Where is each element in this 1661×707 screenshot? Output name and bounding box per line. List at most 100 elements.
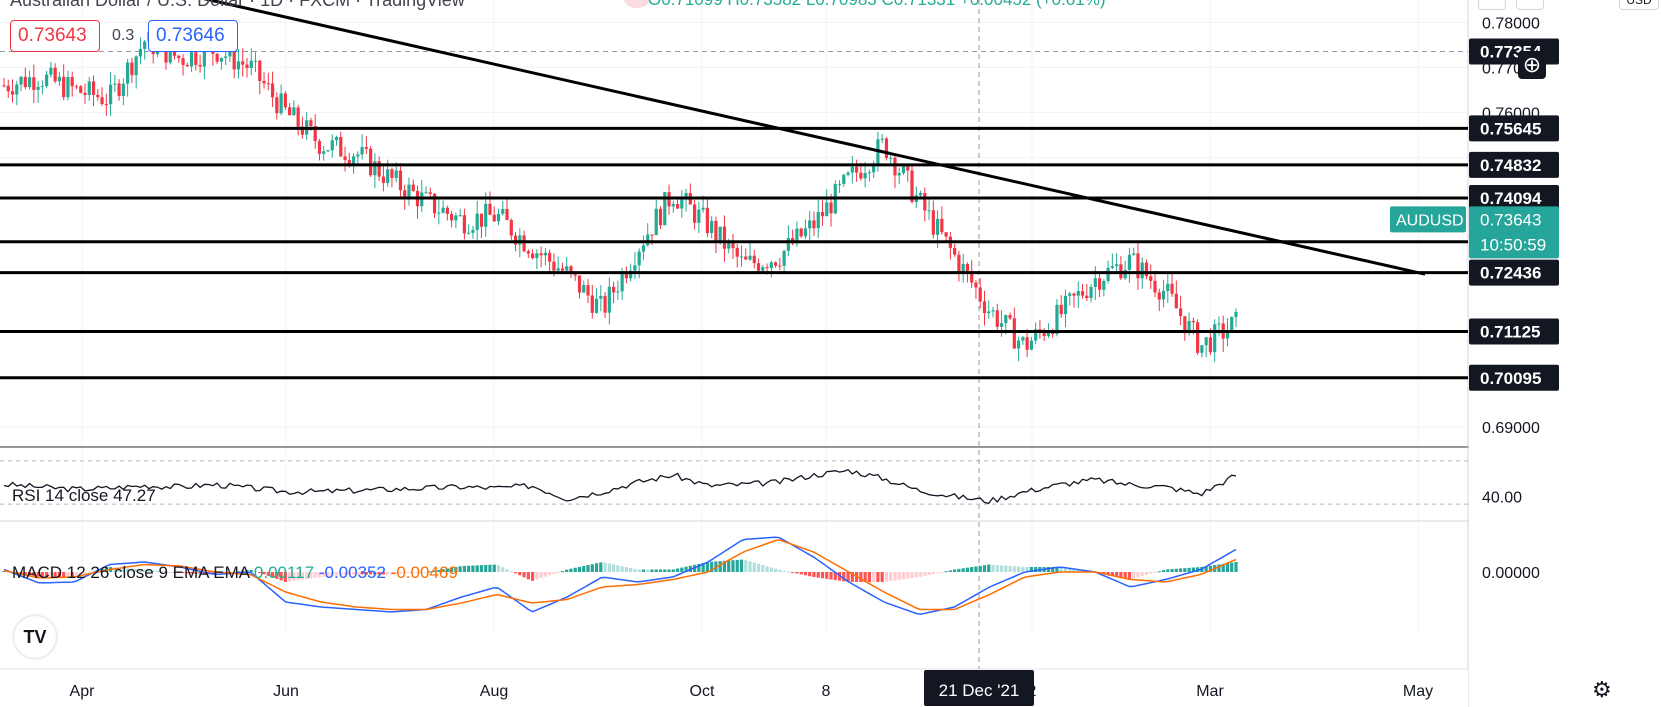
macd-histogram-bar xyxy=(970,567,974,572)
macd-histogram-bar xyxy=(1025,567,1029,572)
level-tag-0.75645: 0.75645 xyxy=(1480,119,1541,138)
macd-histogram-bar xyxy=(339,572,343,576)
macd-histogram-bar xyxy=(155,570,160,572)
macd-histogram-bar xyxy=(846,572,850,582)
crosshair-date-tag: 21 Dec '21 xyxy=(939,681,1020,700)
macd-histogram-bar xyxy=(842,572,846,582)
macd-histogram-bar xyxy=(526,572,530,580)
macd-signal-line xyxy=(3,539,1237,611)
level-tag-bg-0.75645 xyxy=(1469,115,1559,142)
settings-gear-icon[interactable]: ⚙ xyxy=(1592,677,1612,702)
price-axis-tick-0: 0.78000 xyxy=(1482,15,1540,32)
level-tag-bg-0.71125 xyxy=(1469,318,1559,345)
macd-histogram-bar xyxy=(957,568,961,572)
macd-histogram-bar xyxy=(739,559,744,572)
macd-histogram-bar xyxy=(266,572,270,576)
macd-histogram-bar xyxy=(505,569,509,572)
macd-histogram-bar xyxy=(496,565,501,572)
macd-histogram-bar xyxy=(1221,563,1225,572)
buy-price-button[interactable]: 0.73646 xyxy=(148,20,238,52)
macd-histogram-bar xyxy=(671,569,675,572)
market-status-dot xyxy=(624,0,650,8)
time-axis-tick-May: May xyxy=(1403,683,1433,700)
macd-histogram-bar xyxy=(151,570,155,572)
current-price-tag-bg xyxy=(1469,206,1559,259)
sell-price-button[interactable]: 0.73643 xyxy=(10,20,100,52)
macd-histogram-bar xyxy=(117,567,121,572)
macd-histogram-bar xyxy=(560,571,565,573)
macd-histogram-bar xyxy=(752,562,756,572)
macd-histogram-bar xyxy=(181,572,185,574)
macd-histogram-bar xyxy=(66,572,70,577)
top-fullscreen-button[interactable] xyxy=(1516,0,1544,10)
macd-histogram-bar xyxy=(373,572,377,575)
macd-histogram-bar xyxy=(360,572,364,575)
macd-histogram-bar xyxy=(756,563,761,572)
macd-histogram-bar xyxy=(428,571,432,573)
macd-histogram-bar xyxy=(407,572,411,574)
macd-histogram-bar xyxy=(1102,572,1106,574)
macd-histogram-bar xyxy=(49,572,53,577)
trendline xyxy=(203,0,1426,276)
macd-histogram-bar xyxy=(479,565,484,572)
macd-histogram-bar xyxy=(270,572,275,578)
macd-histogram-bar xyxy=(305,572,309,580)
macd-histogram-bar xyxy=(420,572,424,573)
macd-histogram-bar xyxy=(658,569,663,572)
macd-histogram-bar xyxy=(198,572,202,574)
macd-histogram-bar xyxy=(126,568,130,572)
macd-histogram-bar xyxy=(1008,565,1012,572)
macd-histogram-bar xyxy=(194,572,198,574)
tradingview-logo[interactable]: TV xyxy=(14,616,56,658)
macd-histogram-bar xyxy=(897,572,901,580)
macd-line-value: -0.00352 xyxy=(318,563,386,582)
macd-histogram-bar xyxy=(394,572,398,575)
macd-histogram-bar xyxy=(590,564,594,572)
macd-histogram-bar xyxy=(121,567,125,572)
macd-histogram-bar xyxy=(454,566,458,572)
macd-histogram-bar xyxy=(1136,572,1140,578)
macd-histogram-bar xyxy=(330,572,334,577)
time-axis-tick-Mar: Mar xyxy=(1196,683,1224,700)
top-collapse-button[interactable] xyxy=(1478,0,1506,10)
macd-histogram-bar xyxy=(859,572,863,582)
macd-histogram-bar xyxy=(948,570,952,572)
macd-histogram-bar xyxy=(773,568,778,572)
macd-signal-value: -0.00469 xyxy=(390,563,458,582)
macd-histogram-bar xyxy=(778,569,782,572)
time-axis-bg xyxy=(0,670,1468,707)
macd-histogram-bar xyxy=(603,562,607,572)
macd-histogram-bar xyxy=(1225,563,1230,572)
macd-histogram-bar xyxy=(744,560,748,572)
macd-histogram-bar xyxy=(27,572,32,576)
macd-histogram-bar xyxy=(1170,569,1174,572)
macd-histogram-bar xyxy=(1072,568,1076,572)
time-axis-tick-Jun: Jun xyxy=(273,683,299,700)
level-tag-bg-0.72436 xyxy=(1469,259,1559,286)
symbol-title[interactable]: Australian Dollar / U.S. Dollar · 1D · F… xyxy=(10,0,465,10)
macd-histogram-bar xyxy=(654,569,658,572)
macd-histogram-bar xyxy=(36,572,40,577)
macd-histogram-bar xyxy=(961,568,965,572)
macd-legend[interactable]: MACD 12 26 close 9 EMA EMA 0.00117 -0.00… xyxy=(12,563,458,583)
macd-histogram-bar xyxy=(40,572,44,577)
macd-histogram-bar xyxy=(1051,567,1055,572)
macd-histogram-bar xyxy=(761,565,765,572)
macd-histogram-bar xyxy=(876,572,880,582)
macd-histogram-bar xyxy=(19,572,23,574)
macd-histogram-bar xyxy=(215,572,219,575)
macd-histogram-bar xyxy=(765,566,769,572)
macd-histogram-bar xyxy=(2,571,6,572)
macd-histogram-bar xyxy=(646,569,650,572)
macd-histogram-bar xyxy=(667,569,671,572)
add-alert-plus-icon[interactable]: ⊕ xyxy=(1518,51,1546,79)
macd-histogram-bar xyxy=(45,572,49,577)
macd-histogram-bar xyxy=(675,568,680,572)
time-axis-tick-Oct: Oct xyxy=(690,683,715,700)
macd-histogram-bar xyxy=(1123,572,1127,579)
rsi-legend[interactable]: RSI 14 close 47.27 xyxy=(12,486,156,506)
currency-select[interactable]: USD xyxy=(1619,0,1659,10)
macd-axis-tick-0: 0.00000 xyxy=(1482,565,1540,582)
